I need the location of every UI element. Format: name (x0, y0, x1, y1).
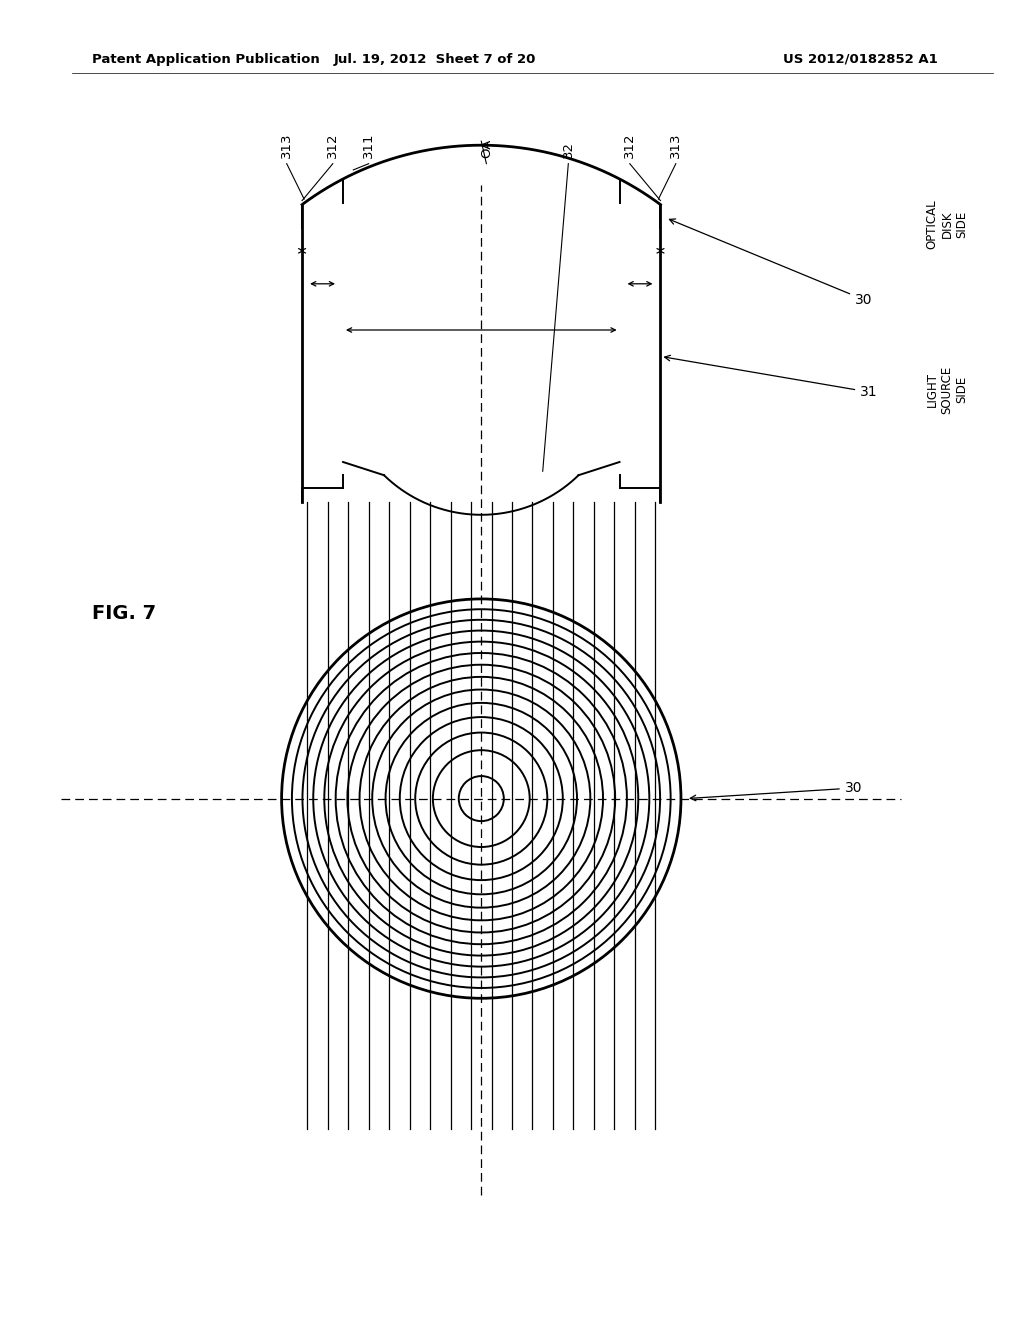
Text: OA: OA (480, 139, 493, 158)
Text: 30: 30 (670, 219, 872, 306)
Text: 32: 32 (562, 141, 574, 158)
Text: 311: 311 (362, 133, 375, 158)
Text: OPTICAL
DISK
SIDE: OPTICAL DISK SIDE (926, 199, 969, 249)
Text: LIGHT
SOURCE
SIDE: LIGHT SOURCE SIDE (926, 366, 969, 413)
Text: US 2012/0182852 A1: US 2012/0182852 A1 (782, 53, 938, 66)
Text: FIG. 7: FIG. 7 (92, 605, 157, 623)
Text: 313: 313 (281, 133, 293, 158)
Text: 312: 312 (327, 133, 339, 158)
Text: 30: 30 (690, 781, 862, 801)
Text: Patent Application Publication: Patent Application Publication (92, 53, 319, 66)
Text: Jul. 19, 2012  Sheet 7 of 20: Jul. 19, 2012 Sheet 7 of 20 (334, 53, 537, 66)
Text: 31: 31 (665, 355, 878, 399)
Text: 312: 312 (624, 133, 636, 158)
Text: 313: 313 (670, 133, 682, 158)
